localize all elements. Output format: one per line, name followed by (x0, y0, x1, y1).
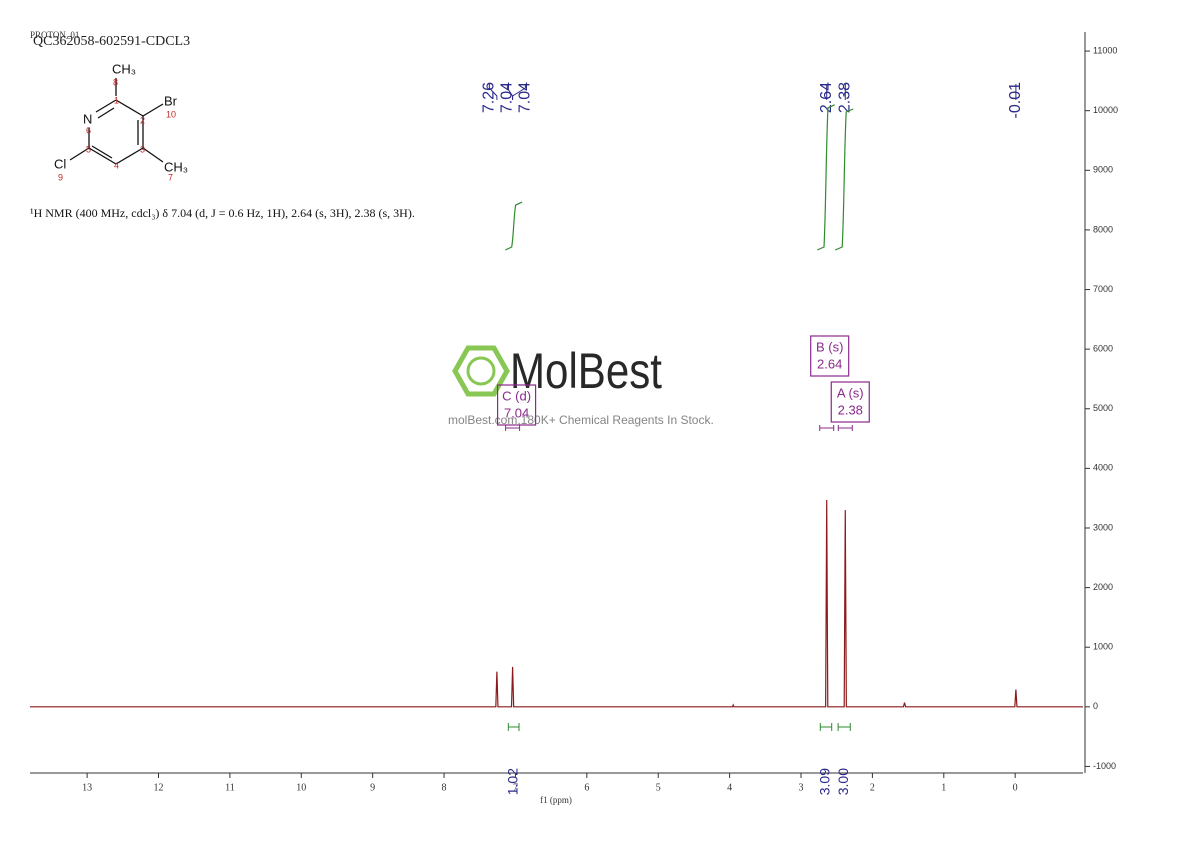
integral-label: 3.00 (835, 768, 851, 795)
multiplet-shift: 2.64 (817, 356, 842, 371)
watermark: MolBest molBest.com,180K+ Chemical Reage… (448, 343, 714, 427)
watermark-logo (466, 356, 496, 386)
atom-number: 9 (58, 172, 63, 182)
x-tick-label: 2 (870, 782, 875, 793)
atom-number: 7 (168, 172, 173, 182)
multiplet-box (496, 384, 537, 426)
y-tick-label: 9000 (1093, 165, 1113, 175)
multiplet-bracket (505, 425, 521, 431)
atom-number: 6 (86, 125, 91, 135)
integral-curve (505, 201, 523, 251)
nmr-description: ¹H NMR (400 MHz, cdcl₃) δ 7.04 (d, J = 0… (30, 206, 415, 220)
atom-number: 4 (114, 160, 119, 170)
atom-number: 10 (166, 109, 176, 119)
y-tick-label: 5000 (1093, 403, 1113, 413)
watermark-logo (452, 345, 510, 397)
y-tick-label: 10000 (1093, 105, 1118, 115)
atom-label: Br (164, 93, 178, 108)
x-tick-label: 11 (225, 782, 235, 793)
atom-number: 8 (113, 77, 118, 87)
atom-label: CH₃ (164, 159, 188, 174)
structure-bonds (69, 78, 164, 165)
atom-label: N (83, 111, 92, 126)
watermark-brand: MolBest (510, 343, 662, 399)
multiplet-shift: 2.38 (838, 402, 863, 417)
multiplet-shift: 7.04 (504, 405, 529, 420)
multiplet-bracket (837, 425, 853, 431)
x-tick-label: 0 (1013, 782, 1018, 793)
x-tick-label: 6 (584, 782, 589, 793)
integral-curve (817, 104, 835, 251)
x-tick-label: 10 (296, 782, 306, 793)
chart-subtitle: PROTON_01 (30, 30, 79, 40)
x-tick-label: 12 (154, 782, 164, 793)
multiplet-bracket (819, 425, 835, 431)
y-tick-label: 0 (1093, 701, 1098, 711)
y-tick-label: 6000 (1093, 344, 1113, 354)
y-tick-label: 4000 (1093, 463, 1113, 473)
multiplet-name: A (s) (837, 385, 864, 400)
peak-label: 7.04 (517, 82, 534, 113)
peak-label: 7.26 (481, 82, 498, 113)
x-tick-label: 13 (82, 782, 92, 793)
x-tick-label: 7 (513, 782, 518, 793)
x-tick-label: 8 (442, 782, 447, 793)
multiplet-name: B (s) (816, 339, 843, 354)
x-axis-label: f1 (ppm) (540, 795, 572, 805)
structure-numbers: 8 1 2 10 6 3 5 4 9 7 (58, 77, 176, 182)
x-tick-label: 9 (370, 782, 375, 793)
y-tick-label: 8000 (1093, 224, 1113, 234)
x-tick-label: 1 (941, 782, 946, 793)
atom-label: Cl (54, 156, 66, 171)
atom-number: 3 (140, 144, 145, 154)
integral-label: 3.09 (817, 768, 833, 795)
multiplet-box (830, 381, 870, 423)
atom-number: 5 (86, 144, 91, 154)
x-tick-label: 5 (656, 782, 661, 793)
integral-bracket (819, 723, 833, 731)
y-tick-label: 7000 (1093, 284, 1113, 294)
peak-leader (488, 84, 498, 100)
peak-label: -0.01 (1007, 82, 1024, 119)
y-tick-label: 3000 (1093, 522, 1113, 532)
atom-number: 1 (114, 95, 119, 105)
integral-bracket (837, 723, 851, 731)
x-tick-label: 3 (799, 782, 804, 793)
y-tick-label: 11000 (1093, 45, 1117, 55)
structure-atoms: CH₃ Br N Cl CH₃ (54, 61, 188, 174)
multiplet-name: C (d) (502, 388, 531, 403)
spectrum-line (30, 499, 1083, 708)
atom-label: CH₃ (112, 61, 136, 76)
atom-number: 2 (140, 115, 145, 125)
integral-bracket (507, 723, 520, 731)
watermark-tagline: molBest.com,180K+ Chemical Reagents In S… (448, 413, 714, 427)
peak-label: 7.04 (499, 82, 516, 113)
peak-leader (512, 84, 526, 100)
x-tick-label: 4 (727, 782, 732, 793)
chart-title: QC362058-602591-CDCL3 (33, 34, 190, 49)
y-tick-label: 1000 (1093, 642, 1113, 652)
integral-label: 1.02 (504, 768, 520, 795)
integral-curve (834, 108, 854, 251)
y-tick-label: -1000 (1093, 761, 1116, 771)
y-tick-label: 2000 (1093, 582, 1113, 592)
multiplet-box (810, 335, 850, 377)
